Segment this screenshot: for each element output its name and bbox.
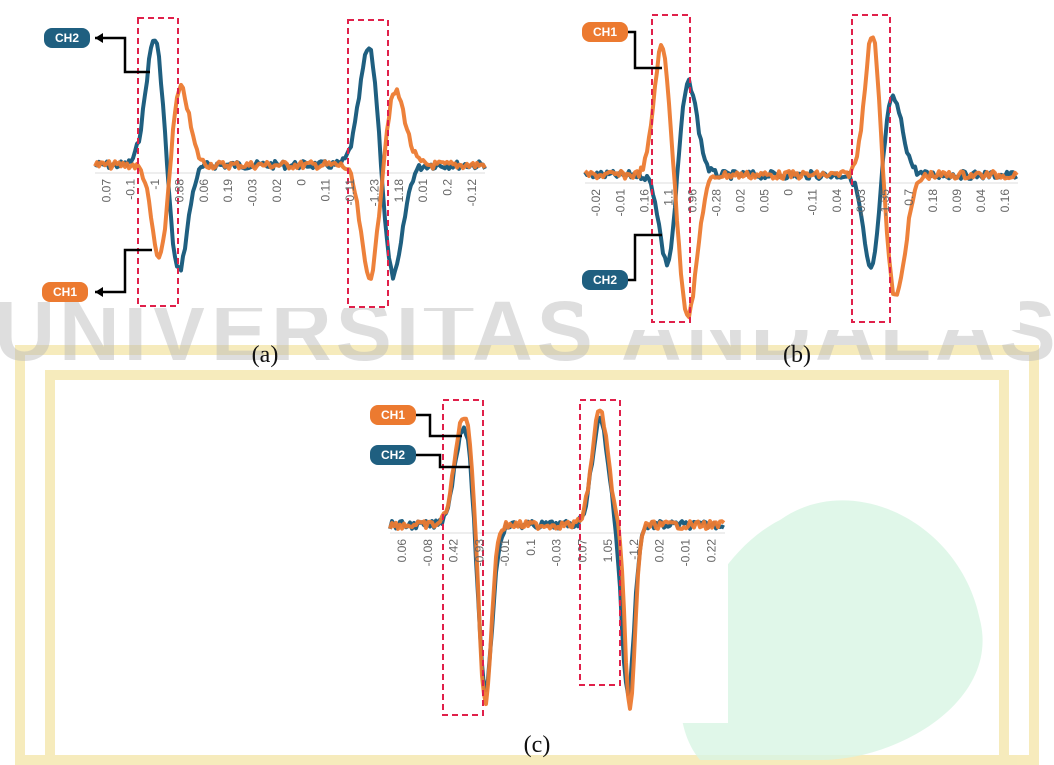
pointer-line: [95, 36, 150, 74]
x-tick-label: 0.18: [926, 189, 940, 213]
x-tick-label: 1.05: [601, 539, 615, 563]
x-tick-label: -0.28: [709, 189, 723, 217]
x-tick-label: -0.01: [498, 539, 512, 567]
x-tick-label: -0.03: [854, 189, 868, 217]
x-tick-label: 0.22: [704, 539, 718, 563]
x-tick-label: -0.01: [613, 189, 627, 217]
highlight-box: [651, 14, 691, 323]
plot-area: [388, 383, 728, 723]
x-tick-label: 0.2: [441, 179, 455, 196]
x-tick-label: 1.1: [661, 189, 675, 206]
highlight-box: [851, 14, 891, 323]
x-tick-label: 0.02: [653, 539, 667, 563]
x-tick-label: -0.03: [246, 179, 260, 207]
x-tick-label: 0.02: [734, 189, 748, 213]
x-tick-label: -1.23: [367, 179, 381, 207]
x-tick-label: 0.07: [575, 539, 589, 563]
pointer-arrow: [95, 33, 103, 43]
channel-pill: [42, 282, 88, 302]
channel-label: CH1: [381, 408, 405, 422]
channel-pill: [370, 445, 416, 465]
x-tick-label: 0: [782, 189, 796, 196]
panel: -0.02 -0.01 0.16 1.1 0.96 -0.28 0.02 0.05 0 -0.11…: [582, 14, 1019, 368]
channel-label: CH2: [593, 273, 617, 287]
highlight-box: [137, 17, 179, 307]
panel-caption: (b): [783, 342, 811, 368]
x-tick-label: 0.19: [221, 179, 235, 203]
channel-pill: [582, 270, 628, 290]
x-tick-label: -1.35: [878, 189, 892, 217]
x-tick-label: 0.07: [99, 179, 113, 203]
channel-label: CH1: [53, 285, 77, 299]
signal-ch1: [93, 82, 487, 281]
highlight-box: [442, 399, 484, 716]
x-tick-label: 1.18: [392, 179, 406, 203]
watermark-emblem: [679, 500, 983, 760]
x-tick-label: 0.7: [902, 189, 916, 206]
x-tick-label: 0: [294, 179, 308, 186]
channel-pill: [370, 405, 416, 425]
x-tick-label: 0.01: [416, 179, 430, 203]
x-tick-label: 0.42: [447, 539, 461, 563]
panel: 0.07 -0.1 -1 0.88 0.06 0.19 -0.03 0.02 0 0.11 -0.1…: [42, 17, 487, 368]
channel-label: CH2: [381, 448, 405, 462]
highlight-box: [579, 399, 621, 686]
x-tick-label: 0.04: [974, 189, 988, 213]
x-tick-label: 0.09: [950, 189, 964, 213]
channel-pill: [582, 22, 628, 42]
x-tick-label: -0.11: [343, 179, 357, 206]
panel-caption: (a): [252, 342, 279, 368]
x-tick-label: 0.88: [172, 179, 186, 203]
signal-ch1: [388, 408, 726, 711]
pointer-line: [95, 248, 152, 294]
signal-ch1: [583, 35, 1019, 320]
x-tick-label: -0.08: [421, 539, 435, 567]
x-tick-label: -1.2: [627, 539, 641, 560]
channel-pill: [44, 28, 90, 48]
x-tick-label: 0.02: [270, 179, 284, 203]
x-tick-label: 0.16: [637, 189, 651, 213]
pointer-line: [400, 453, 470, 469]
x-tick-label: -0.11: [806, 189, 820, 216]
x-tick-label: 0.06: [197, 179, 211, 203]
highlight-box: [347, 19, 389, 308]
x-tick-label: 0.96: [685, 189, 699, 213]
panel: 0.06 -0.08 0.42 -0.93 -0.01 0.1 -0.03 0.07 1.05-…: [370, 399, 726, 758]
pointer-arrow: [95, 287, 103, 297]
x-tick-label: 0.04: [830, 189, 844, 213]
x-tick-label: -1: [148, 179, 162, 190]
watermark-frame: [15, 345, 1039, 765]
x-tick-label: -0.93: [472, 539, 486, 567]
x-tick-label: -0.01: [679, 539, 693, 567]
channel-label: CH2: [55, 31, 79, 45]
x-tick-label: 0.16: [998, 189, 1012, 213]
x-tick-label: 0.11: [319, 179, 333, 202]
x-tick-label: 0.1: [524, 539, 538, 556]
x-tick-label: -0.03: [550, 539, 564, 567]
x-tick-label: -0.02: [589, 189, 603, 217]
x-tick-label: 0.06: [395, 539, 409, 563]
channel-label: CH1: [593, 25, 617, 39]
plot-area: [582, 0, 1020, 330]
panel-caption: (c): [524, 732, 551, 758]
x-tick-label: -0.1: [124, 179, 138, 200]
x-tick-label: 0.05: [758, 189, 772, 213]
x-tick-label: -0.12: [465, 179, 479, 207]
